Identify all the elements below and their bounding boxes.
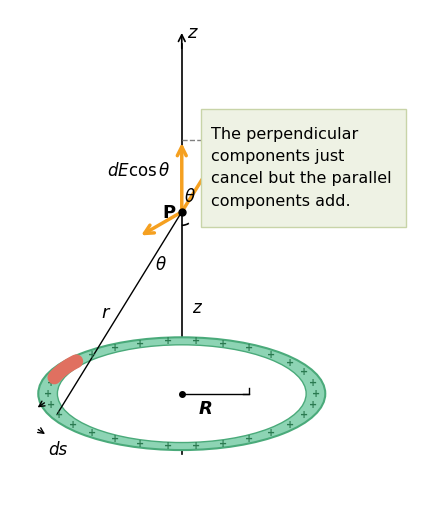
Text: $\theta$: $\theta$ [184,187,197,206]
Ellipse shape [38,337,325,450]
Text: +: + [309,400,317,409]
Text: +: + [69,420,77,430]
Text: +: + [309,378,317,388]
Text: z: z [192,299,201,316]
Text: +: + [136,439,144,449]
Text: +: + [192,441,200,451]
Text: P: P [163,204,176,222]
Text: The perpendicular
components just
cancel but the parallel
components add.: The perpendicular components just cancel… [212,127,392,209]
Text: +: + [47,400,55,409]
Text: +: + [164,336,172,346]
Text: +: + [47,378,55,388]
Text: $d\vec{E}$: $d\vec{E}$ [232,128,259,152]
Text: +: + [136,339,144,348]
Text: z: z [187,24,196,42]
Text: +: + [164,441,172,451]
FancyBboxPatch shape [201,109,405,227]
Text: +: + [300,367,308,377]
Text: +: + [111,434,119,444]
Text: +: + [88,350,96,360]
Text: +: + [286,420,294,430]
Text: $\theta$: $\theta$ [155,256,167,273]
Text: +: + [267,428,276,438]
Text: +: + [300,410,308,420]
Text: +: + [312,389,320,399]
Text: +: + [88,428,96,438]
Text: +: + [219,339,227,348]
Text: R: R [199,400,213,418]
Text: r: r [101,304,109,322]
Text: +: + [55,410,64,420]
Text: $dE\cos\theta$: $dE\cos\theta$ [107,162,171,180]
Text: ds: ds [48,441,67,459]
Text: +: + [55,367,64,377]
Text: +: + [111,343,119,353]
Text: +: + [69,358,77,368]
Text: +: + [245,343,253,353]
Text: +: + [192,336,200,346]
Text: +: + [286,358,294,368]
Text: +: + [267,350,276,360]
Text: +: + [245,434,253,444]
Ellipse shape [57,345,306,442]
Text: +: + [219,439,227,449]
Text: +: + [44,389,52,399]
